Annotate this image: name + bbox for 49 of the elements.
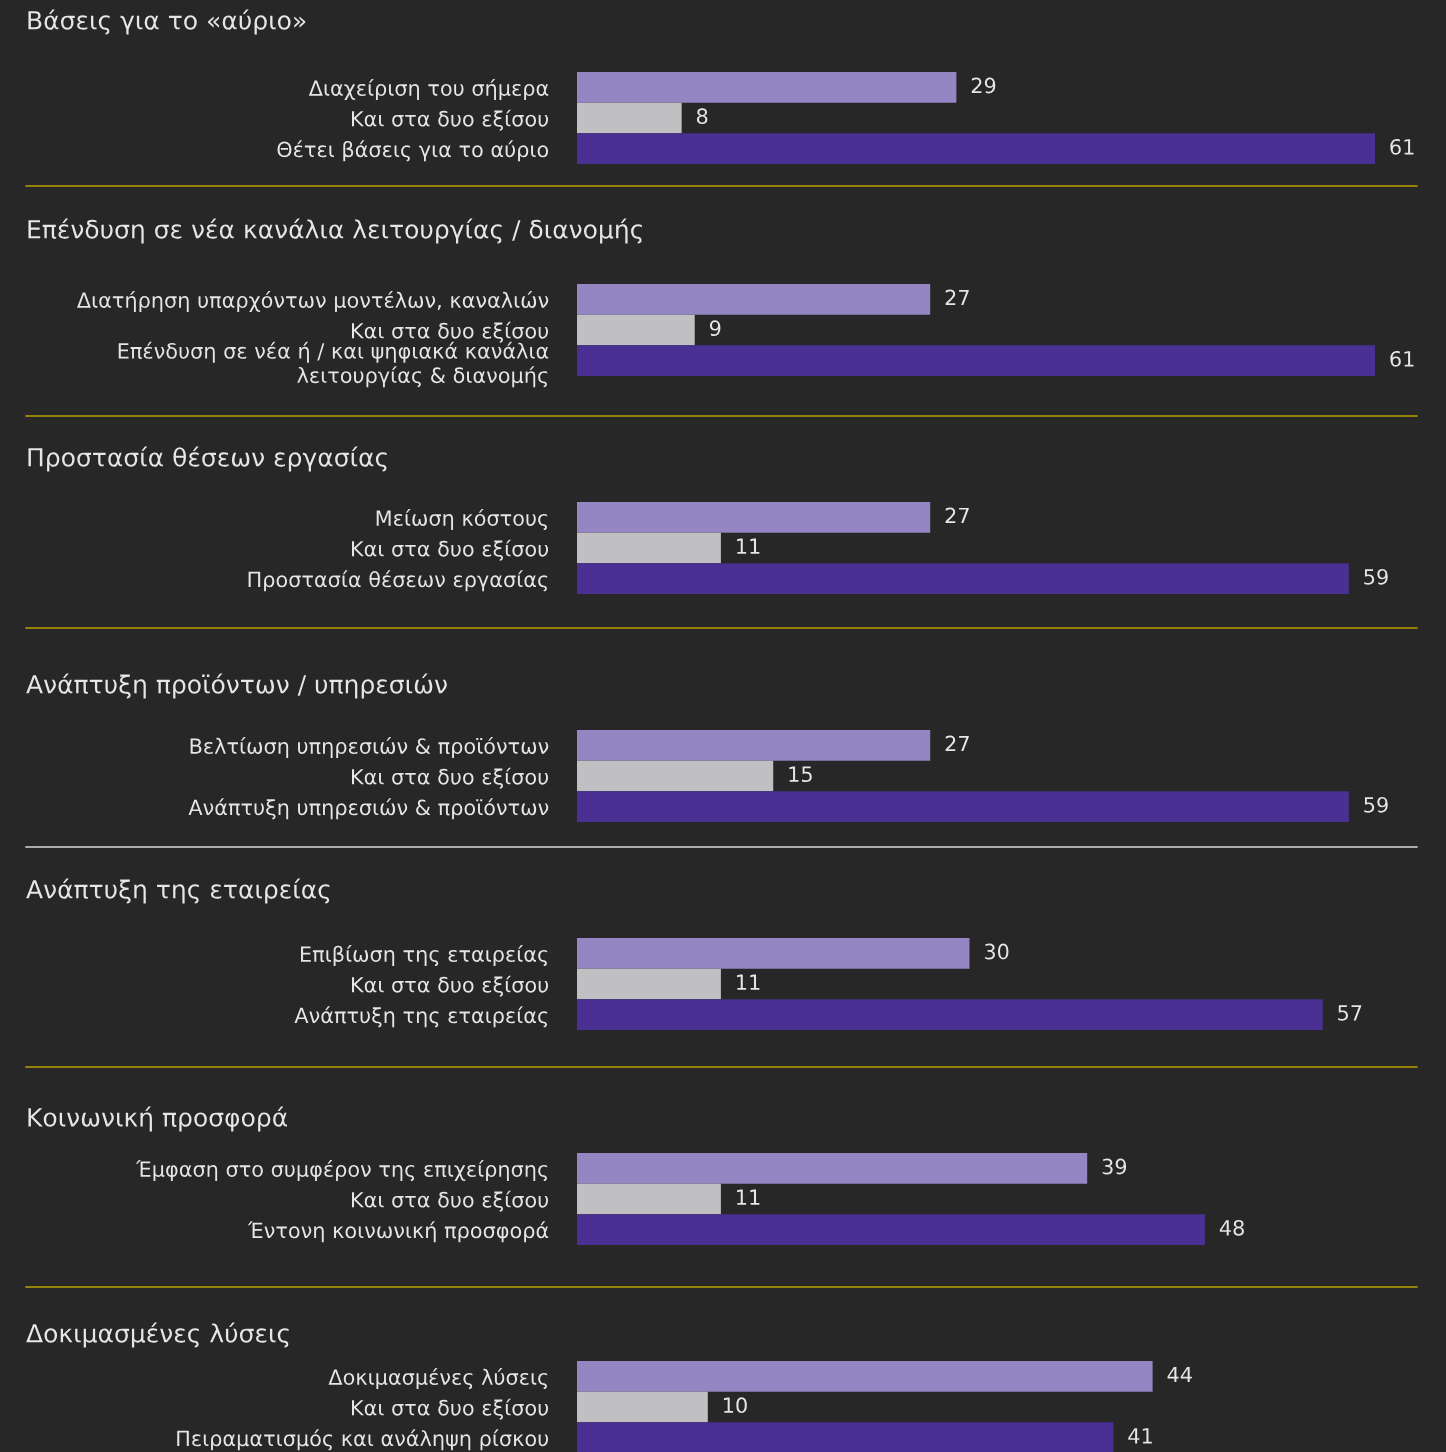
data-label: 29 bbox=[971, 77, 996, 94]
data-label: 41 bbox=[1128, 1428, 1152, 1444]
y-tick-label: Και στα δυο εξίσου bbox=[352, 1398, 549, 1420]
y-tick-label: Ανάπτυξη υπηρεσιών & προϊόντων bbox=[188, 798, 549, 820]
y-tick-label: Μείωση κόστους bbox=[376, 509, 548, 531]
y-tick-label: Επένδυση σε νέα ή / και ψηφιακά κανάλια λειτουργίας & διανομής bbox=[118, 341, 549, 388]
text: Βάσεις για το «αύριο» bbox=[28, 9, 306, 35]
y-tick-label: Και στα δυο εξίσου bbox=[352, 767, 549, 789]
y-tick-label: Και στα δυο εξίσου bbox=[352, 321, 549, 343]
y-tick-label: Διατήρηση υπαρχόντων μοντέλων, καναλιών bbox=[76, 291, 549, 313]
y-tick-label: Και στα δυο εξίσου bbox=[352, 109, 549, 131]
y-tick-label: Βελτίωση υπηρεσιών & προϊόντων bbox=[190, 737, 549, 758]
y-tick-label: Δοκιμασμένες λύσεις bbox=[328, 1368, 548, 1390]
data-label: 57 bbox=[1338, 1005, 1362, 1021]
data-label: 59 bbox=[1364, 796, 1388, 813]
data-label: 30 bbox=[984, 943, 1009, 960]
y-tick-label: Έμφαση στο συμφέρον της επιχείρησης bbox=[135, 1160, 548, 1182]
data-label: 11 bbox=[737, 1189, 760, 1205]
y-tick-label: Διαχείριση του σήμερα bbox=[308, 79, 549, 101]
y-tick-label: Ανάπτυξη της εταιρείας bbox=[294, 1006, 548, 1028]
text: Ανάπτυξη της εταιρείας bbox=[26, 878, 330, 904]
text: Κοινωνική προσφορά bbox=[28, 1106, 287, 1132]
data-label: 44 bbox=[1167, 1366, 1192, 1383]
text: Ανάπτυξη προϊόντων / υπηρεσιών bbox=[26, 673, 447, 699]
text: Δοκιμασμένες λύσεις bbox=[26, 1322, 289, 1348]
y-tick-label: Και στα δυο εξίσου bbox=[352, 539, 549, 561]
data-label: 9 bbox=[709, 320, 721, 337]
data-label: 61 bbox=[1390, 138, 1414, 155]
data-label: 39 bbox=[1102, 1158, 1127, 1175]
data-label: 11 bbox=[737, 538, 760, 554]
text: Επένδυση σε νέα κανάλια λειτουργίας / διανομής bbox=[28, 218, 642, 244]
data-label: 27 bbox=[945, 735, 969, 752]
data-label: 27 bbox=[945, 289, 969, 306]
data-label: 59 bbox=[1364, 568, 1388, 585]
y-tick-label: Επιβίωση της εταιρείας bbox=[301, 945, 548, 967]
data-label: 8 bbox=[696, 108, 708, 125]
y-tick-label: Πειραματισμός και ανάληψη ρίσκου bbox=[177, 1429, 548, 1451]
data-label: 11 bbox=[737, 974, 760, 990]
text: Προστασία θέσεων εργασίας bbox=[28, 446, 387, 472]
y-tick-label: Έντονη κοινωνική προσφορά bbox=[247, 1221, 549, 1243]
data-label: 48 bbox=[1219, 1219, 1244, 1236]
y-tick-label: Και στα δυο εξίσου bbox=[352, 1190, 549, 1212]
y-tick-label: Θέτει βάσεις για το αύριο bbox=[277, 140, 549, 162]
data-label: 15 bbox=[789, 766, 812, 783]
data-label: 27 bbox=[945, 507, 969, 524]
y-tick-label: Προστασία θέσεων εργασίας bbox=[248, 570, 548, 592]
data-label: 61 bbox=[1390, 350, 1414, 367]
data-label: 10 bbox=[724, 1397, 747, 1414]
y-tick-label: Και στα δυο εξίσου bbox=[352, 975, 549, 997]
